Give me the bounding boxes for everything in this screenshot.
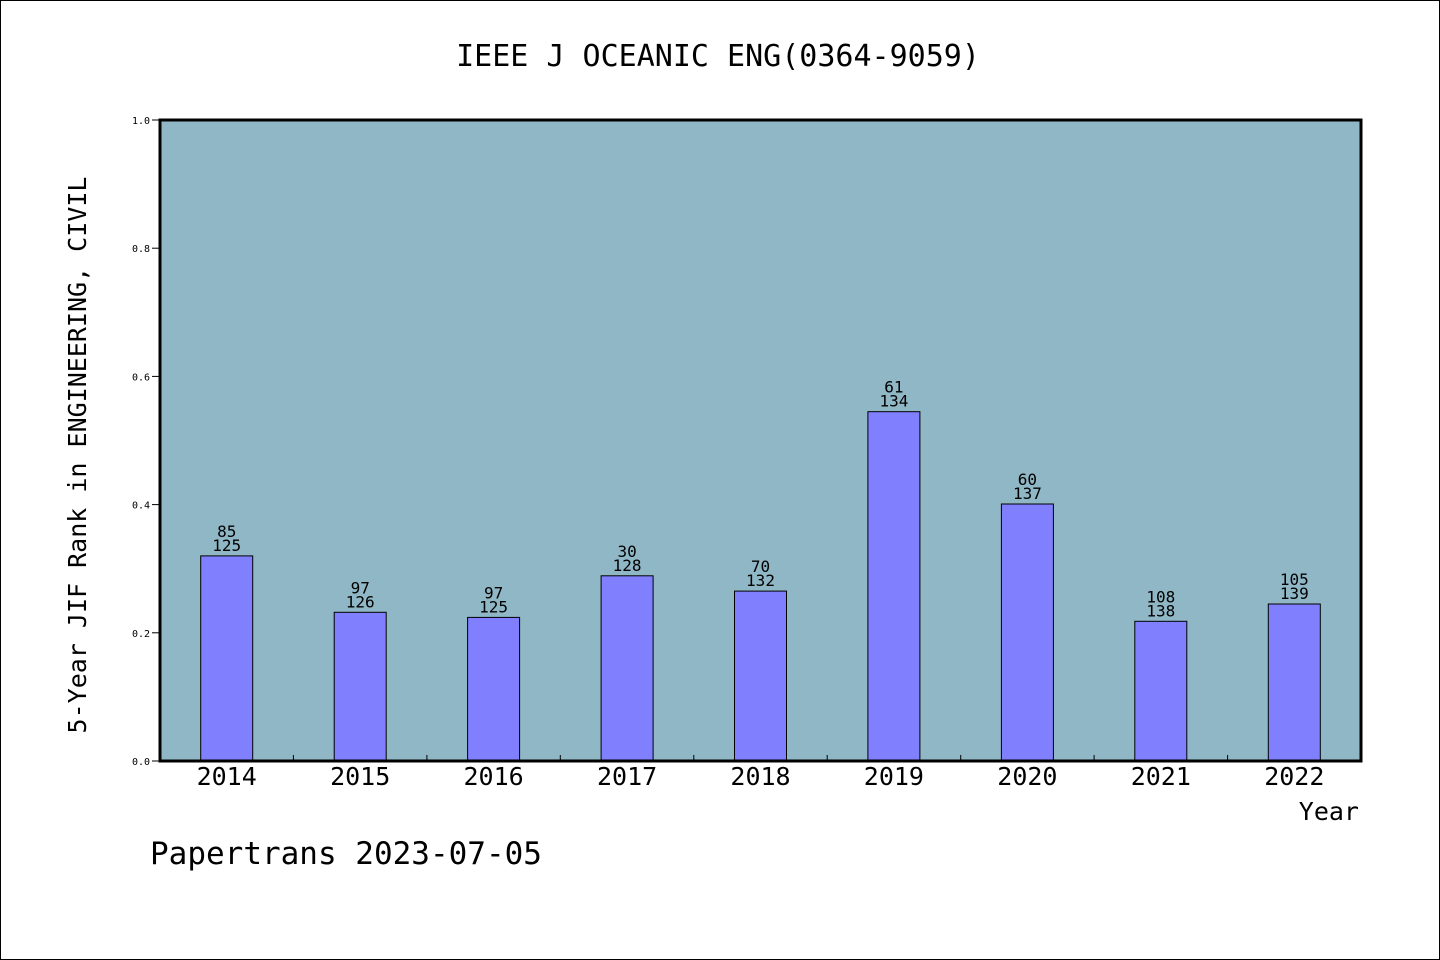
- bar-label-total-2022: 139: [1280, 584, 1309, 603]
- x-tick-label-2019: 2019: [864, 762, 924, 791]
- bar-label-rank-2015: 97: [351, 578, 370, 597]
- bar-label-rank-2017: 30: [617, 542, 636, 561]
- bar-label-total-2015: 126: [346, 592, 375, 611]
- y-tick-label: 0.0: [132, 757, 150, 768]
- bar-2021: [1134, 620, 1188, 762]
- y-axis-label: 5-Year JIF Rank in ENGINEERING, CIVIL: [63, 177, 92, 734]
- bar-2019: [867, 411, 921, 762]
- bar-label-total-2014: 125: [212, 536, 241, 555]
- bar-2015: [333, 611, 387, 762]
- bar-label-rank-2016: 97: [484, 583, 503, 602]
- bars-layer: [200, 411, 1321, 762]
- bar-label-rank-2021: 108: [1146, 587, 1175, 606]
- chart-title: IEEE J OCEANIC ENG(0364-9059): [456, 39, 980, 74]
- bar-label-rank-2014: 85: [217, 522, 236, 541]
- y-tick-label: 0.8: [132, 244, 150, 255]
- bar-label-rank-2020: 60: [1018, 470, 1037, 489]
- bar-label-rank-2018: 70: [751, 557, 770, 576]
- bar-2022: [1267, 603, 1321, 762]
- x-tick-label-2014: 2014: [197, 762, 257, 791]
- x-axis-label: Year: [1299, 797, 1359, 826]
- x-tick-label-2018: 2018: [730, 762, 790, 791]
- x-tick-label-2015: 2015: [330, 762, 390, 791]
- bar-2017: [600, 575, 654, 762]
- bar-label-total-2018: 132: [746, 571, 775, 590]
- bar-2018: [734, 590, 787, 762]
- x-tick-label-2017: 2017: [597, 762, 657, 791]
- plot-border: [158, 118, 1363, 763]
- bar-label-total-2021: 138: [1146, 601, 1175, 620]
- footer-credit: Papertrans 2023-07-05: [150, 836, 542, 872]
- bar-label-total-2019: 134: [879, 392, 908, 411]
- x-axis: 2014 2015 2016 2017 2018 2019 2020 2021 2022: [197, 755, 1324, 791]
- x-tick-label-2020: 2020: [997, 762, 1057, 791]
- bar-label-total-2017: 128: [613, 556, 642, 575]
- y-axis: 0.0 0.2 0.4 0.6 0.8 1.0: [132, 116, 160, 768]
- bar-label-total-2020: 137: [1013, 484, 1042, 503]
- x-tick-label-2016: 2016: [463, 762, 523, 791]
- bar-label-rank-2022: 105: [1280, 570, 1309, 589]
- y-tick-label: 0.4: [132, 501, 150, 512]
- bar-2014: [200, 555, 254, 762]
- bar-label-rank-2019: 61: [884, 378, 903, 397]
- bar-label-total-2016: 125: [479, 597, 508, 616]
- y-tick-label: 0.6: [132, 372, 150, 383]
- y-tick-label: 0.2: [132, 629, 150, 640]
- x-tick-label-2021: 2021: [1131, 762, 1191, 791]
- x-tick-label-2022: 2022: [1264, 762, 1324, 791]
- y-tick-label: 1.0: [132, 116, 150, 127]
- bar-2020: [1000, 503, 1054, 762]
- bar-2016: [467, 616, 521, 762]
